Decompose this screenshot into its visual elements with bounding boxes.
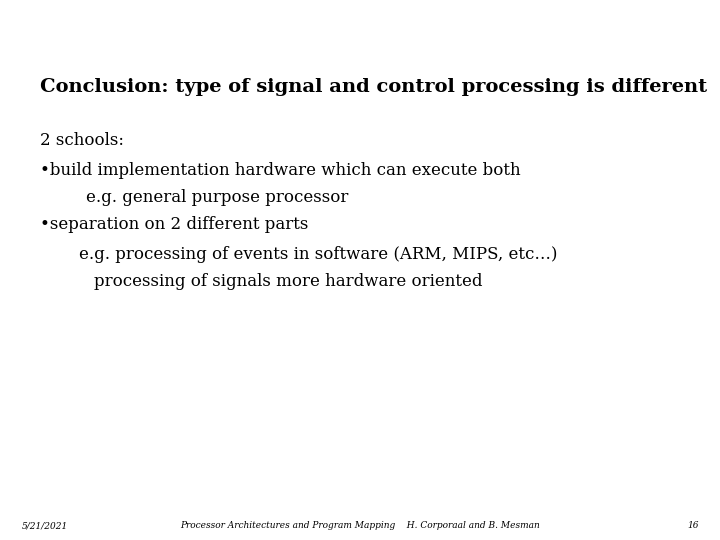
Text: Processor Architectures and Program Mapping    H. Corporaal and B. Mesman: Processor Architectures and Program Mapp… xyxy=(180,521,540,530)
Text: 2 schools:: 2 schools: xyxy=(40,132,124,149)
Text: Conclusion: type of signal and control processing is different: Conclusion: type of signal and control p… xyxy=(40,78,707,96)
Text: processing of signals more hardware oriented: processing of signals more hardware orie… xyxy=(94,273,482,289)
Text: •build implementation hardware which can execute both: •build implementation hardware which can… xyxy=(40,162,521,179)
Text: e.g. general purpose processor: e.g. general purpose processor xyxy=(86,189,348,206)
Text: 5/21/2021: 5/21/2021 xyxy=(22,521,68,530)
Text: •separation on 2 different parts: •separation on 2 different parts xyxy=(40,216,308,233)
Text: 16: 16 xyxy=(687,521,698,530)
Text: e.g. processing of events in software (ARM, MIPS, etc…): e.g. processing of events in software (A… xyxy=(79,246,558,262)
